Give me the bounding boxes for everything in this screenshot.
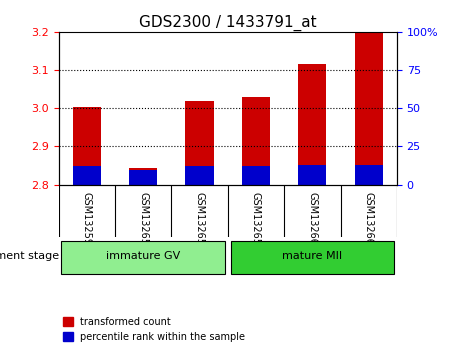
Bar — [129, 168, 157, 184]
Bar — [185, 166, 214, 184]
Bar — [129, 170, 157, 184]
Title: GDS2300 / 1433791_at: GDS2300 / 1433791_at — [139, 14, 317, 30]
Bar — [185, 101, 214, 184]
Text: GSM132659: GSM132659 — [251, 192, 261, 251]
Bar — [354, 32, 383, 184]
Bar — [298, 165, 327, 184]
Text: immature GV: immature GV — [106, 251, 180, 262]
Bar — [242, 166, 270, 184]
Bar — [73, 107, 101, 184]
Bar — [73, 166, 101, 184]
Text: GSM132660: GSM132660 — [307, 192, 318, 251]
Text: GSM132657: GSM132657 — [138, 192, 148, 252]
Text: development stage: development stage — [0, 251, 59, 262]
Text: GSM132661: GSM132661 — [364, 192, 374, 251]
Bar — [242, 97, 270, 184]
Text: GSM132592: GSM132592 — [82, 192, 92, 252]
Legend: transformed count, percentile rank within the sample: transformed count, percentile rank withi… — [59, 313, 249, 346]
FancyBboxPatch shape — [230, 241, 394, 274]
Bar — [354, 165, 383, 184]
FancyBboxPatch shape — [61, 241, 225, 274]
Text: mature MII: mature MII — [282, 251, 342, 262]
Text: GSM132658: GSM132658 — [194, 192, 205, 251]
Bar — [298, 64, 327, 184]
